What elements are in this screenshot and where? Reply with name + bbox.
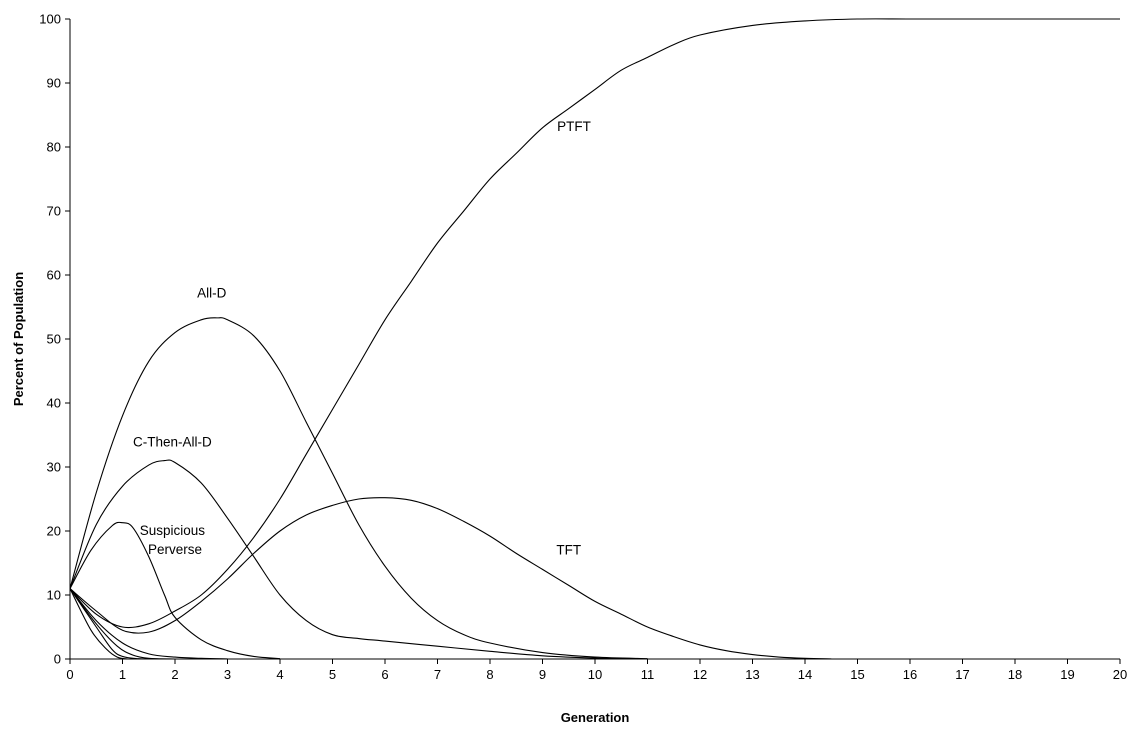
x-tick-label: 2	[171, 667, 178, 682]
x-tick-label: 16	[903, 667, 917, 682]
y-tick-label: 60	[47, 268, 61, 283]
series-line-unlabeled-6	[69, 588, 176, 660]
axes	[69, 19, 1120, 660]
y-tick-label: 10	[47, 588, 61, 603]
series-labels: PTFT All-D C-Then-All-D TFT Suspicious Perver…	[133, 119, 591, 558]
series-line-unlabeled-5	[69, 588, 228, 660]
y-axis-title: Percent of Population	[11, 272, 26, 406]
x-tick-label: 4	[276, 667, 283, 682]
x-tick-label: 17	[955, 667, 969, 682]
x-tick-label: 6	[381, 667, 388, 682]
x-tick-label: 11	[641, 667, 655, 682]
series-line-unlabeled-8	[69, 588, 128, 660]
x-tick-label: 20	[1113, 667, 1127, 682]
x-tick-label: 19	[1060, 667, 1074, 682]
y-axis-ticks: 0 10 20 30 40 50 60 70 80 90 100	[39, 12, 70, 667]
series-label-tft: TFT	[556, 543, 581, 558]
series-label-suspicious: Suspicious	[140, 523, 206, 538]
x-tick-label: 3	[224, 667, 231, 682]
series-line-ptft	[69, 18, 1120, 629]
y-tick-label: 90	[47, 76, 61, 91]
x-tick-label: 1	[119, 667, 126, 682]
series-line-c-then-all-d	[69, 459, 648, 660]
series-label-c-then-all-d: C-Then-All-D	[133, 435, 212, 450]
y-tick-label: 20	[47, 524, 61, 539]
series-lines	[69, 18, 1120, 660]
y-tick-label: 80	[47, 140, 61, 155]
x-tick-label: 7	[434, 667, 441, 682]
y-tick-label: 100	[39, 12, 61, 27]
series-label-perverse: Perverse	[148, 542, 202, 557]
series-line-tft	[69, 497, 832, 660]
series-label-all-d: All-D	[197, 285, 226, 300]
y-tick-label: 0	[54, 652, 61, 667]
y-tick-label: 30	[47, 460, 61, 475]
x-tick-label: 18	[1008, 667, 1022, 682]
y-tick-label: 50	[47, 332, 61, 347]
x-axis-title: Generation	[561, 710, 630, 725]
y-tick-label: 40	[47, 396, 61, 411]
x-tick-label: 8	[486, 667, 493, 682]
x-tick-label: 15	[850, 667, 864, 682]
x-tick-label: 10	[588, 667, 602, 682]
x-tick-label: 13	[745, 667, 759, 682]
y-tick-label: 70	[47, 204, 61, 219]
series-line-all-d	[69, 317, 648, 660]
x-tick-label: 9	[539, 667, 546, 682]
x-tick-label: 0	[66, 667, 73, 682]
x-tick-label: 14	[798, 667, 812, 682]
series-label-ptft: PTFT	[557, 119, 591, 134]
x-axis-ticks: 0 1 2 3 4 5 6 7 8 9 10 11 12 13 14 15 16 17 18 19 20	[66, 659, 1127, 682]
x-tick-label: 5	[329, 667, 336, 682]
x-tick-label: 12	[693, 667, 707, 682]
series-line-suspicious-perverse	[69, 521, 281, 660]
